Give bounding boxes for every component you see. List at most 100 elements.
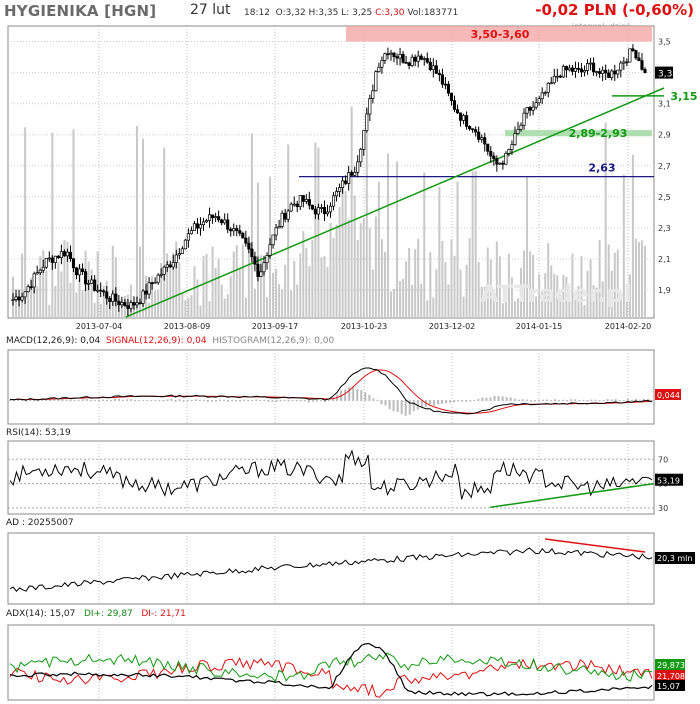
- volume-bar: [583, 304, 586, 318]
- macd-histogram-bar: [235, 400, 238, 402]
- volume-bar: [193, 266, 196, 318]
- macd-histogram-bar: [546, 399, 549, 401]
- candle-body: [244, 237, 248, 244]
- volume-bar: [296, 284, 299, 318]
- candle-body: [416, 55, 420, 62]
- volume-bar: [57, 261, 60, 318]
- volume-bar: [30, 277, 33, 318]
- volume-bar: [75, 292, 78, 318]
- macd-histogram-bar: [113, 398, 116, 401]
- volume-bar: [501, 303, 504, 318]
- volume-bar: [613, 252, 616, 318]
- macd-histogram-bar: [130, 399, 133, 401]
- candle-body: [177, 253, 181, 256]
- volume-bar: [631, 154, 634, 318]
- adx-value-box: [655, 670, 685, 681]
- macd-histogram-bar: [477, 398, 480, 401]
- volume-bar: [69, 282, 72, 318]
- macd-histogram-bar: [432, 400, 435, 406]
- macd-histogram-bar: [332, 397, 335, 401]
- candle-body: [268, 244, 272, 256]
- ad-value-label: 20,3 mln: [657, 554, 692, 563]
- volume-bar: [18, 297, 21, 318]
- macd-histogram-bar: [243, 399, 246, 401]
- volume-bar: [589, 259, 592, 318]
- volume-bar: [178, 262, 181, 318]
- macd-histogram-bar: [263, 399, 266, 401]
- candle-body: [102, 290, 106, 293]
- candle-body: [398, 53, 402, 59]
- macd-histogram-bar: [57, 400, 60, 402]
- candle-body: [59, 251, 63, 259]
- candle-body: [480, 137, 484, 140]
- macd-histogram-bar: [49, 398, 52, 401]
- volume-bar: [135, 126, 138, 318]
- macd-histogram-bar: [461, 400, 464, 402]
- volume-bar: [78, 264, 81, 318]
- candle-body: [595, 71, 599, 73]
- candle-body: [229, 228, 233, 232]
- candle-body: [84, 271, 88, 285]
- volume-bar: [598, 239, 601, 318]
- macd-histogram-bar: [578, 400, 581, 402]
- volume-bar: [287, 144, 290, 318]
- macd-histogram-bar: [412, 400, 415, 412]
- candle-body: [129, 302, 133, 309]
- volume-bar: [637, 242, 640, 318]
- candle-body: [643, 69, 647, 73]
- candle-body: [29, 286, 33, 289]
- candle-body: [601, 69, 605, 74]
- volume-bar: [123, 295, 126, 318]
- candle-body: [356, 161, 360, 173]
- rsi-tick-label: 30: [658, 504, 668, 513]
- macd-histogram-bar: [360, 390, 363, 401]
- volume-bar: [39, 256, 42, 318]
- candle-body: [607, 72, 611, 78]
- rsi-trend-line: [489, 482, 655, 509]
- candle-body: [598, 71, 602, 74]
- candle-body: [582, 70, 587, 73]
- volume-bar: [272, 272, 275, 318]
- volume-bar: [414, 249, 417, 318]
- macd-histogram-bar: [602, 399, 605, 401]
- candle-body: [111, 293, 115, 302]
- volume-bar: [308, 266, 311, 318]
- volume-bar: [344, 190, 347, 318]
- volume-bar: [380, 239, 383, 318]
- candle-body: [389, 52, 393, 55]
- candle-body: [331, 195, 336, 207]
- macd-histogram-bar: [85, 398, 88, 401]
- candle-body: [232, 228, 236, 232]
- panel-frame-4: [7, 624, 655, 701]
- macd-histogram-bar: [457, 400, 460, 402]
- candle-body: [141, 290, 145, 304]
- volume-bar: [483, 286, 486, 318]
- y-tick-label: 2,5: [658, 193, 671, 202]
- volume-bar: [362, 218, 365, 318]
- candle-body: [413, 56, 417, 62]
- candle-body: [286, 210, 290, 220]
- volume-bar: [63, 240, 66, 318]
- volume-bar: [507, 253, 510, 318]
- candle-body: [11, 299, 15, 301]
- volume-bar: [211, 246, 214, 318]
- candle-body: [465, 115, 469, 127]
- candle-body: [241, 232, 245, 239]
- macd-histogram-bar: [606, 399, 609, 401]
- macd-histogram-bar: [323, 400, 326, 403]
- macd-histogram-bar: [13, 400, 16, 402]
- volume-bar: [577, 286, 580, 318]
- candle-body: [223, 219, 227, 224]
- volume-bar: [547, 243, 550, 318]
- volume-bar: [208, 301, 211, 318]
- volume-bar: [616, 249, 619, 318]
- macd-histogram-bar: [275, 400, 278, 402]
- rsi-tick-label: 70: [658, 455, 668, 464]
- macd-histogram-bar: [126, 399, 129, 401]
- candle-body: [313, 208, 317, 215]
- candle-body: [65, 251, 69, 257]
- candle-body: [613, 70, 617, 75]
- macd-histogram-bar: [533, 400, 536, 402]
- volume-bar: [226, 294, 229, 318]
